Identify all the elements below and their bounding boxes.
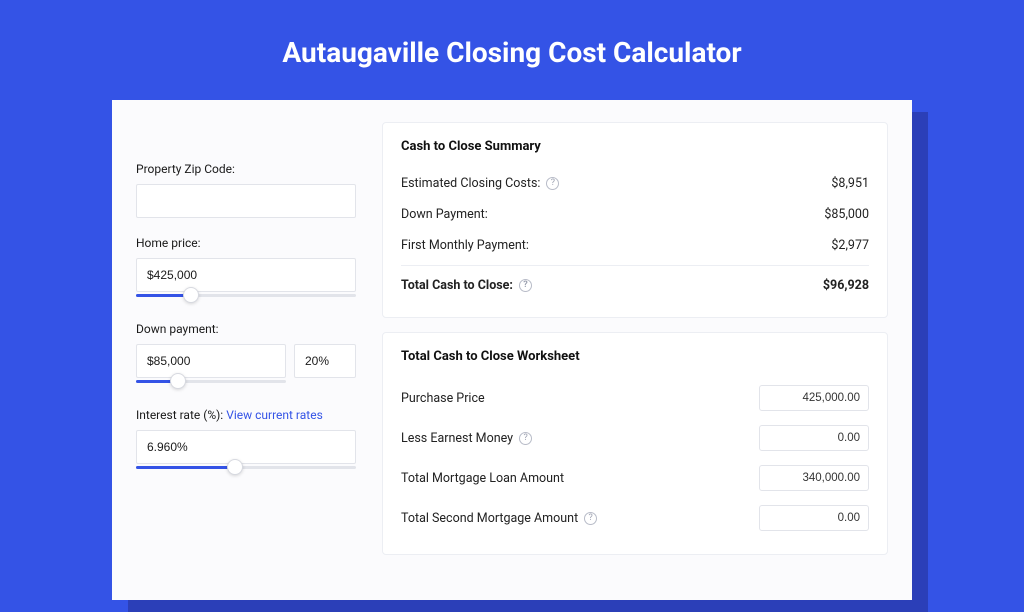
summary-row-value: $2,977 — [831, 238, 869, 253]
page-title: Autaugaville Closing Cost Calculator — [0, 0, 1024, 95]
worksheet-title: Total Cash to Close Worksheet — [401, 349, 869, 364]
summary-row: First Monthly Payment: $2,977 — [401, 230, 869, 261]
help-icon[interactable]: ? — [519, 279, 532, 292]
results-column: Cash to Close Summary Estimated Closing … — [382, 122, 888, 578]
worksheet-row-input[interactable] — [759, 465, 869, 491]
summary-row-value: $8,951 — [831, 176, 869, 191]
worksheet-row-label: Less Earnest Money — [401, 431, 513, 446]
worksheet-row-input[interactable] — [759, 385, 869, 411]
zip-label: Property Zip Code: — [136, 162, 356, 176]
summary-total-label: Total Cash to Close: — [401, 278, 513, 293]
home-price-label: Home price: — [136, 236, 356, 250]
summary-row: Down Payment: $85,000 — [401, 199, 869, 230]
slider-fill — [136, 466, 235, 469]
summary-row-label: First Monthly Payment: — [401, 238, 529, 253]
interest-field-group: Interest rate (%): View current rates — [136, 408, 356, 476]
down-payment-slider[interactable] — [136, 376, 286, 390]
worksheet-row: Less Earnest Money? — [401, 418, 869, 458]
summary-total-value: $96,928 — [823, 278, 869, 293]
down-payment-field-group: Down payment: — [136, 322, 356, 390]
home-price-slider[interactable] — [136, 290, 356, 304]
view-rates-link[interactable]: View current rates — [226, 408, 323, 422]
zip-input[interactable] — [136, 184, 356, 218]
summary-row: Estimated Closing Costs:? $8,951 — [401, 168, 869, 199]
interest-input[interactable] — [136, 430, 356, 464]
down-payment-label: Down payment: — [136, 322, 356, 336]
calculator-card: Property Zip Code: Home price: Down paym… — [112, 100, 912, 600]
help-icon[interactable]: ? — [584, 512, 597, 525]
zip-field-group: Property Zip Code: — [136, 162, 356, 218]
worksheet-row-label: Purchase Price — [401, 391, 485, 406]
home-price-field-group: Home price: — [136, 236, 356, 304]
summary-row-label: Down Payment: — [401, 207, 488, 222]
worksheet-panel: Total Cash to Close Worksheet Purchase P… — [382, 332, 888, 555]
down-payment-input[interactable] — [136, 344, 286, 378]
slider-thumb[interactable] — [227, 459, 243, 475]
summary-row-value: $85,000 — [824, 207, 869, 222]
interest-label-prefix: Interest rate (%): — [136, 408, 226, 422]
worksheet-row: Total Second Mortgage Amount? — [401, 498, 869, 538]
worksheet-row-label: Total Mortgage Loan Amount — [401, 471, 564, 486]
worksheet-row: Purchase Price — [401, 378, 869, 418]
help-icon[interactable]: ? — [546, 177, 559, 190]
summary-rows: Estimated Closing Costs:? $8,951 Down Paym… — [401, 168, 869, 261]
summary-title: Cash to Close Summary — [401, 139, 869, 154]
worksheet-row-input[interactable] — [759, 505, 869, 531]
summary-row-label: Estimated Closing Costs: — [401, 176, 540, 191]
worksheet-row-label: Total Second Mortgage Amount — [401, 511, 578, 526]
down-payment-pct-input[interactable] — [294, 344, 356, 378]
worksheet-row-input[interactable] — [759, 425, 869, 451]
worksheet-rows: Purchase Price Less Earnest Money? Total M… — [401, 378, 869, 538]
inputs-column: Property Zip Code: Home price: Down paym… — [136, 122, 356, 578]
home-price-input[interactable] — [136, 258, 356, 292]
interest-slider[interactable] — [136, 462, 356, 476]
summary-panel: Cash to Close Summary Estimated Closing … — [382, 122, 888, 318]
slider-thumb[interactable] — [183, 287, 199, 303]
summary-total-row: Total Cash to Close: ? $96,928 — [401, 265, 869, 301]
worksheet-row: Total Mortgage Loan Amount — [401, 458, 869, 498]
slider-thumb[interactable] — [170, 373, 186, 389]
help-icon[interactable]: ? — [519, 432, 532, 445]
interest-label: Interest rate (%): View current rates — [136, 408, 356, 422]
